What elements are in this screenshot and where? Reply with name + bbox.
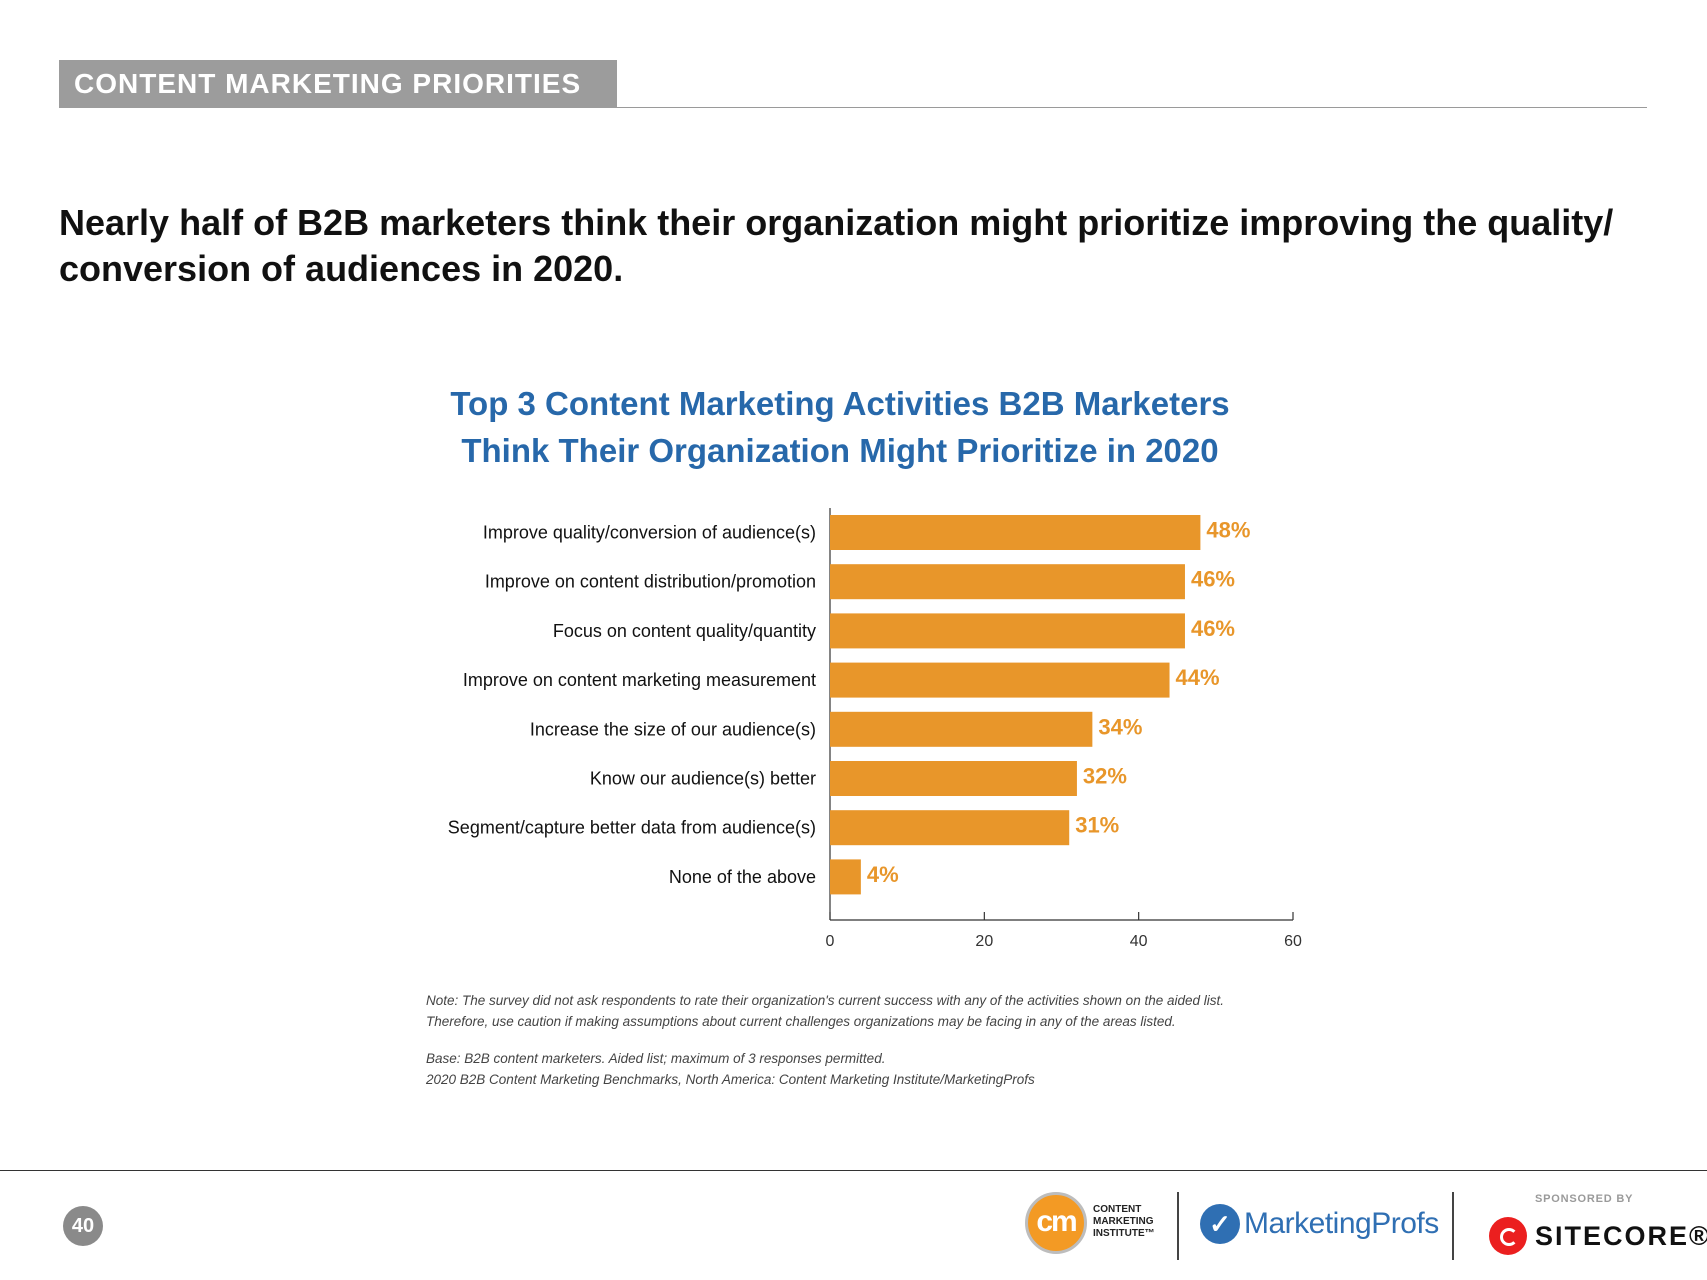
value-label: 46% [1191,567,1235,592]
x-tick-label: 40 [1130,933,1148,950]
source-line: 2020 B2B Content Marketing Benchmarks, N… [426,1072,1035,1087]
marketingprofs-wordmark: MarketingProfs [1244,1207,1439,1240]
cmi-logo-text: CONTENT MARKETING INSTITUTE™ [1093,1204,1155,1240]
cmi-logo-line: MARKETING [1093,1216,1154,1227]
logo-divider [1452,1192,1454,1260]
sponsored-by-label: SPONSORED BY [1535,1193,1634,1205]
category-label: Segment/capture better data from audienc… [448,818,816,838]
sponsor-logo: SPONSORED BY SITECORE® [1485,1193,1707,1263]
value-label: 32% [1083,764,1127,789]
page-headline: Nearly half of B2B marketers think their… [59,202,1614,289]
category-label: Increase the size of our audience(s) [530,719,816,739]
note-line-1: Note: The survey did not ask respondents… [426,993,1224,1008]
note-line-2: Therefore, use caution if making assumpt… [426,1014,1176,1029]
x-tick-label: 60 [1284,933,1302,950]
section-label: CONTENT MARKETING PRIORITIES [59,60,617,108]
x-tick-label: 0 [826,933,835,950]
category-label: Improve quality/conversion of audience(s… [483,523,816,543]
value-label: 4% [867,862,899,887]
bar [830,810,1070,846]
cmi-logo: cm CONTENT MARKETING INSTITUTE™ [1025,1192,1175,1256]
cmi-logo-icon: cm [1025,1192,1087,1254]
value-label: 48% [1206,518,1250,543]
bar [830,613,1185,649]
category-label: Improve on content marketing measurement [463,670,816,690]
value-label: 31% [1075,813,1119,838]
category-label: Know our audience(s) better [590,769,816,789]
value-label: 34% [1098,714,1142,739]
header-divider [617,107,1647,108]
logo-divider [1177,1192,1179,1260]
marketingprofs-icon: ✓ [1200,1204,1240,1244]
chart-title: Top 3 Content Marketing Activities B2B M… [360,380,1320,474]
bar [830,711,1093,747]
bar [830,859,861,895]
bar [830,515,1201,550]
cmi-logo-line: INSTITUTE™ [1093,1228,1155,1239]
x-tick-label: 20 [975,933,993,950]
chart-title-line-2: Think Their Organization Might Prioritiz… [461,432,1219,469]
footer-divider [0,1170,1707,1171]
category-label: None of the above [669,867,816,887]
sitecore-wordmark: SITECORE® [1535,1221,1707,1251]
value-label: 44% [1176,665,1220,690]
bar [830,761,1077,796]
chart-title-line-1: Top 3 Content Marketing Activities B2B M… [450,385,1230,422]
bar [830,662,1170,698]
sitecore-icon [1489,1217,1527,1255]
category-label: Improve on content distribution/promotio… [485,572,816,592]
value-label: 46% [1191,616,1235,641]
page-number: 40 [63,1206,103,1246]
chart-notes: Note: The survey did not ask respondents… [426,990,1406,1090]
bar [830,564,1185,600]
base-line-1: Base: B2B content marketers. Aided list;… [426,1051,886,1066]
category-label: Focus on content quality/quantity [553,621,816,641]
cmi-logo-line: CONTENT [1093,1204,1142,1215]
